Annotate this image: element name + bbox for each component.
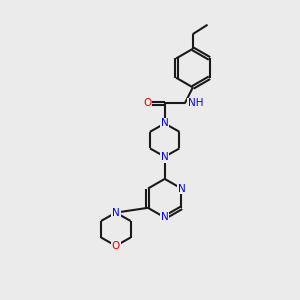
Text: N: N (161, 118, 169, 128)
Text: N: N (178, 184, 185, 194)
Text: O: O (112, 241, 120, 251)
Text: N: N (112, 208, 120, 218)
Text: N: N (161, 152, 169, 162)
Text: N: N (161, 212, 169, 223)
Text: NH: NH (188, 98, 203, 108)
Text: O: O (143, 98, 152, 108)
